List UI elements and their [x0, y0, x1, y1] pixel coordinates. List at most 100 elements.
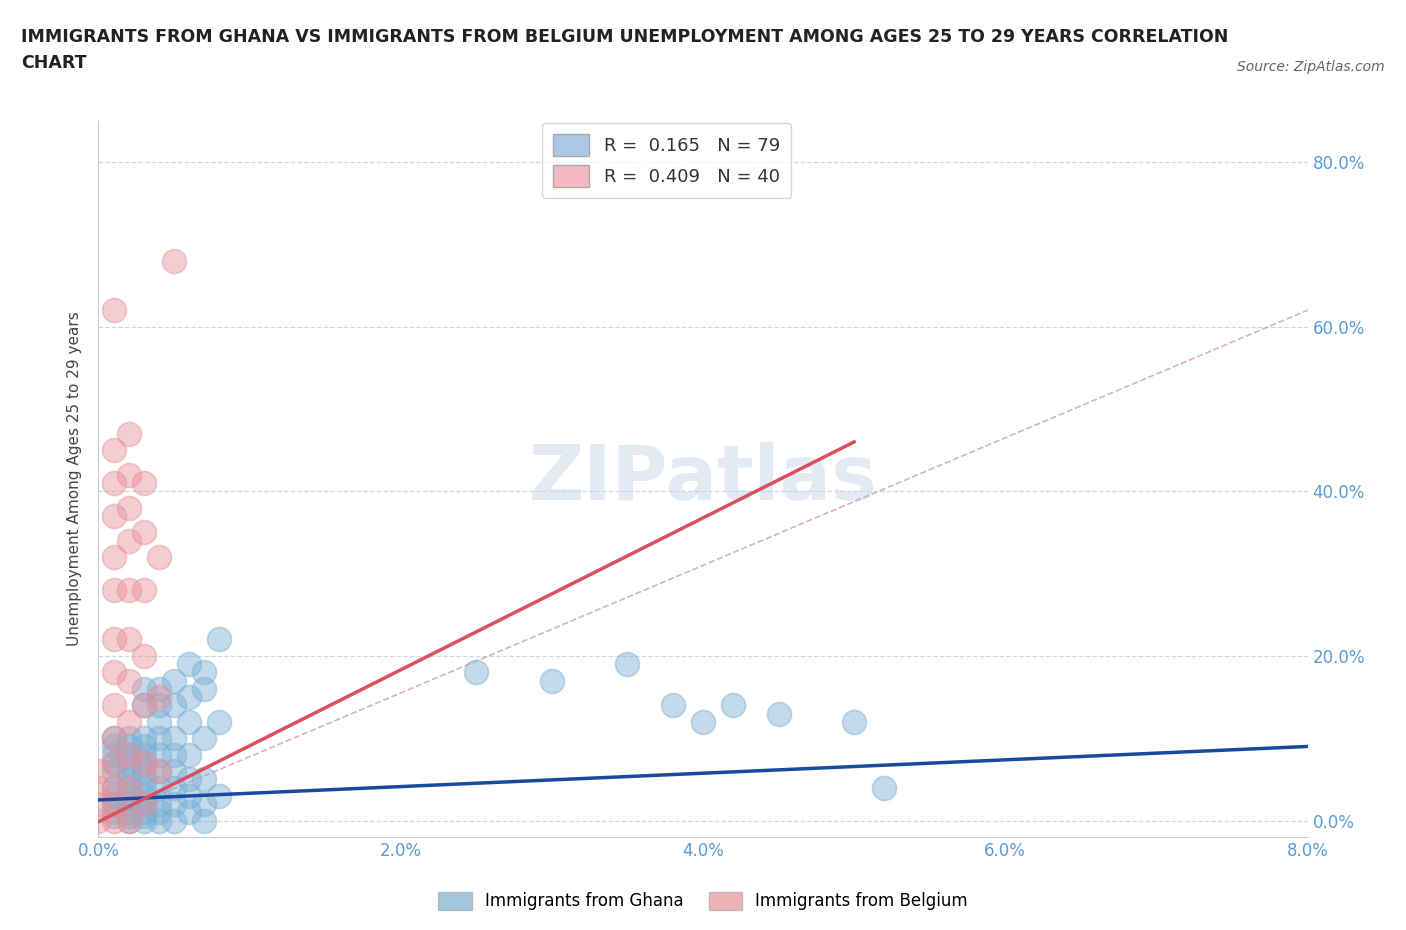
Point	[118, 813, 141, 828]
Point	[148, 690, 170, 705]
Point	[132, 797, 155, 812]
Point	[118, 755, 141, 770]
Point	[87, 764, 110, 778]
Point	[132, 698, 155, 712]
Point	[118, 813, 141, 828]
Point	[148, 731, 170, 746]
Point	[118, 780, 141, 795]
Point	[118, 582, 141, 597]
Point	[148, 747, 170, 762]
Point	[465, 665, 488, 680]
Point	[208, 714, 231, 729]
Point	[103, 789, 125, 804]
Point	[103, 475, 125, 490]
Point	[148, 698, 170, 712]
Point	[132, 797, 155, 812]
Point	[163, 731, 186, 746]
Point	[661, 698, 683, 712]
Point	[118, 426, 141, 441]
Point	[118, 789, 141, 804]
Point	[193, 797, 215, 812]
Point	[103, 804, 125, 819]
Point	[540, 673, 562, 688]
Point	[132, 804, 155, 819]
Point	[118, 747, 141, 762]
Point	[163, 780, 186, 795]
Point	[132, 682, 155, 697]
Point	[208, 789, 231, 804]
Point	[148, 682, 170, 697]
Point	[132, 780, 155, 795]
Point	[103, 797, 125, 812]
Point	[148, 813, 170, 828]
Point	[118, 797, 141, 812]
Point	[148, 804, 170, 819]
Point	[103, 780, 125, 795]
Point	[193, 731, 215, 746]
Point	[118, 714, 141, 729]
Point	[118, 764, 141, 778]
Point	[692, 714, 714, 729]
Point	[87, 813, 110, 828]
Point	[103, 797, 125, 812]
Point	[132, 698, 155, 712]
Point	[103, 731, 125, 746]
Point	[132, 731, 155, 746]
Point	[616, 657, 638, 671]
Point	[103, 303, 125, 318]
Point	[148, 764, 170, 778]
Point	[148, 780, 170, 795]
Point	[193, 665, 215, 680]
Legend: R =  0.165   N = 79, R =  0.409   N = 40: R = 0.165 N = 79, R = 0.409 N = 40	[543, 123, 792, 197]
Point	[103, 698, 125, 712]
Point	[103, 443, 125, 458]
Point	[132, 648, 155, 663]
Point	[163, 813, 186, 828]
Point	[163, 797, 186, 812]
Point	[103, 809, 125, 824]
Point	[118, 673, 141, 688]
Point	[132, 475, 155, 490]
Point	[723, 698, 745, 712]
Point	[103, 550, 125, 565]
Point	[193, 772, 215, 787]
Point	[163, 253, 186, 268]
Text: IMMIGRANTS FROM GHANA VS IMMIGRANTS FROM BELGIUM UNEMPLOYMENT AMONG AGES 25 TO 2: IMMIGRANTS FROM GHANA VS IMMIGRANTS FROM…	[21, 28, 1229, 73]
Point	[118, 468, 141, 483]
Point	[87, 780, 110, 795]
Point	[118, 780, 141, 795]
Point	[118, 772, 141, 787]
Legend: Immigrants from Ghana, Immigrants from Belgium: Immigrants from Ghana, Immigrants from B…	[432, 885, 974, 917]
Point	[118, 747, 141, 762]
Point	[132, 747, 155, 762]
Point	[103, 813, 125, 828]
Point	[148, 714, 170, 729]
Point	[179, 804, 201, 819]
Point	[873, 780, 896, 795]
Point	[132, 789, 155, 804]
Point	[208, 632, 231, 647]
Point	[132, 764, 155, 778]
Point	[103, 665, 125, 680]
Point	[132, 772, 155, 787]
Point	[118, 500, 141, 515]
Point	[163, 698, 186, 712]
Point	[118, 731, 141, 746]
Point	[179, 747, 201, 762]
Point	[103, 739, 125, 754]
Point	[103, 764, 125, 778]
Point	[163, 747, 186, 762]
Point	[844, 714, 866, 729]
Point	[118, 632, 141, 647]
Point	[163, 764, 186, 778]
Point	[163, 673, 186, 688]
Point	[768, 706, 790, 721]
Point	[103, 731, 125, 746]
Point	[132, 739, 155, 754]
Point	[193, 682, 215, 697]
Point	[132, 813, 155, 828]
Text: ZIPatlas: ZIPatlas	[529, 442, 877, 516]
Point	[132, 755, 155, 770]
Point	[103, 755, 125, 770]
Point	[103, 632, 125, 647]
